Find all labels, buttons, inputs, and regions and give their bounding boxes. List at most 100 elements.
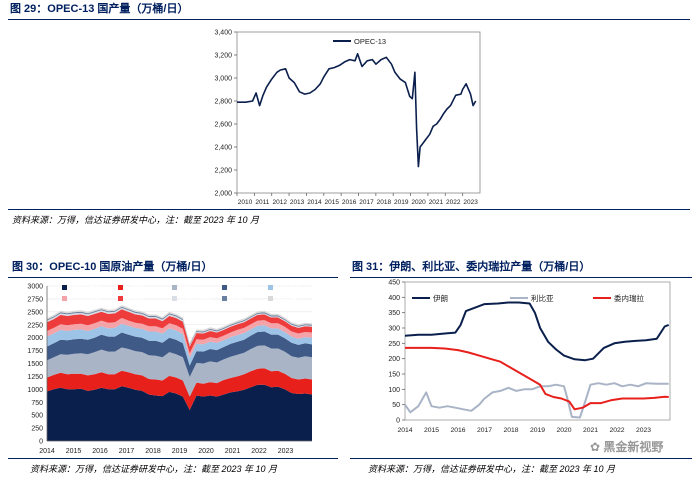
- x-tick-label: 2014: [39, 448, 55, 455]
- x-tick-label: 2020: [556, 427, 571, 434]
- y-tick-label: 150: [388, 372, 400, 379]
- x-tick-label: 2022: [446, 199, 461, 206]
- x-tick-label: 2017: [359, 199, 374, 206]
- x-tick-label: 2020: [411, 199, 426, 206]
- x-tick-label: 2023: [463, 199, 478, 206]
- figure-30-bottom-rule: [8, 458, 338, 459]
- x-tick-label: 2015: [66, 448, 82, 455]
- legend-label: 伊朗: [433, 293, 448, 303]
- legend-label: 阿联酋: [125, 283, 145, 292]
- figure-29-bottom-rule: [8, 209, 690, 210]
- x-tick-label: 2016: [450, 427, 465, 434]
- x-tick-label: 2023: [636, 427, 651, 434]
- x-tick-label: 2021: [583, 427, 598, 434]
- legend-swatch: [268, 285, 273, 290]
- y-tick-label: 1250: [27, 374, 43, 381]
- chart-opec13-production: 2,000 2,200 2,400 2,600 2,800 3,000 3,200 3,400…: [214, 30, 481, 206]
- figure-29-source: 资料来源：万得，信达证券研发中心，注：截至 2023 年 10 月: [12, 215, 260, 225]
- watermark: ✿ 黑金新视野: [590, 438, 663, 455]
- x-tick-label: 2010: [238, 199, 253, 206]
- legend-label: 科威特: [229, 283, 249, 292]
- x-tick-label: 2016: [92, 448, 108, 455]
- y-tick-label: 250: [388, 341, 400, 348]
- y-tick-label: 2,400: [214, 145, 232, 152]
- figure-31-top-rule: [350, 277, 692, 278]
- plot-frame: [404, 281, 671, 421]
- legend-swatch: [222, 296, 227, 301]
- figure-29-title: 图 29：OPEC-13 国产量（万桶/日）: [10, 3, 189, 15]
- y-tick-label: 450: [388, 280, 400, 287]
- area-7: [47, 309, 312, 354]
- legend-label: 刚果(布): [275, 294, 299, 303]
- chart-opec10-crude-production: 0 250 500 750 1000 1250 1500 1750 2000 2250 2500 27…: [27, 283, 312, 455]
- area-4: [47, 331, 312, 377]
- legend-swatch: [222, 285, 227, 290]
- legend-label-opec13: OPEC-13: [354, 37, 386, 46]
- y-tick-label: 1750: [27, 348, 43, 355]
- legend-label: 沙特阿拉伯: [69, 283, 102, 292]
- y-tick-label: 250: [31, 426, 43, 433]
- figure-30-top-rule: [8, 277, 338, 278]
- y-tick-label: 400: [388, 295, 400, 302]
- x-tick-label: 2019: [394, 199, 409, 206]
- x-tick-label: 2014: [397, 427, 412, 434]
- y-tick-label: 300: [388, 326, 400, 333]
- y-tick-label: 2500: [27, 309, 43, 316]
- legend-label: 尼日利亚: [275, 283, 302, 292]
- x-tick-label: 2018: [377, 199, 392, 206]
- y-tick-label: 2,200: [214, 168, 232, 175]
- x-tick-label: 2023: [278, 448, 294, 455]
- x-tick-label: 2017: [477, 427, 492, 434]
- legend-label: 赤道几内亚: [179, 294, 212, 303]
- series-line-iran: [404, 301, 670, 362]
- series-line-opec13: [237, 52, 477, 168]
- legend-swatch: [172, 296, 177, 301]
- area-3: [47, 345, 312, 397]
- x-tick-label: 2016: [342, 199, 357, 206]
- figure-30-source: 资料来源：万得，信达证券研发中心，注：截至 2023 年 10 月: [30, 464, 278, 474]
- x-tick-label: 2017: [119, 448, 135, 455]
- legend-label: 利比亚: [531, 293, 554, 303]
- watermark-text: 黑金新视野: [603, 440, 664, 454]
- y-tick-label: 0: [39, 439, 43, 446]
- figure-31-title: 图 31：伊朗、利比亚、委内瑞拉产量（万桶/日）: [352, 261, 591, 273]
- y-tick-label: 50: [392, 402, 400, 409]
- x-tick-label: 2019: [530, 427, 545, 434]
- legend-swatch: [118, 296, 123, 301]
- legend-swatch: [268, 296, 273, 301]
- y-tick-label: 3,400: [214, 30, 232, 37]
- y-tick-label: 2,000: [214, 191, 232, 198]
- y-tick-label: 0: [396, 418, 400, 425]
- y-tick-label: 3,000: [214, 76, 232, 83]
- y-tick-label: 2,800: [214, 99, 232, 106]
- y-tick-label: 2,600: [214, 122, 232, 129]
- figure-31-source: 资料来源：万得，信达证券研发中心，注：截至 2023 年 10 月: [368, 464, 616, 474]
- legend-swatch: [118, 285, 123, 290]
- x-tick-label: 2014: [307, 199, 322, 206]
- y-tick-label: 3000: [27, 284, 43, 291]
- y-tick-label: 350: [388, 310, 400, 317]
- x-tick-label: 2022: [251, 448, 267, 455]
- legend-swatch: [62, 285, 67, 290]
- y-tick-label: 3,200: [214, 53, 232, 60]
- y-tick-label: 500: [31, 413, 43, 420]
- x-tick-label: 2015: [325, 199, 340, 206]
- x-tick-label: 2021: [225, 448, 241, 455]
- figure-29-top-rule: [8, 19, 690, 20]
- x-tick-label: 2019: [172, 448, 188, 455]
- y-tick-label: 2000: [27, 335, 43, 342]
- y-tick-label: 2250: [27, 322, 43, 329]
- legend-swatch: [172, 285, 177, 290]
- area-1: [47, 384, 312, 441]
- area-2: [47, 368, 312, 410]
- x-tick-label: 2018: [503, 427, 518, 434]
- legend-label: 伊拉克: [179, 283, 199, 292]
- x-tick-label: 2013: [290, 199, 305, 206]
- x-tick-label: 2020: [198, 448, 214, 455]
- series-line-venezuela: [405, 346, 669, 411]
- figure-30-title: 图 30：OPEC-10 国原油产量（万桶/日）: [12, 261, 213, 273]
- y-tick-label: 750: [31, 400, 43, 407]
- legend-swatch: [62, 296, 67, 301]
- chart-iran-libya-venezuela: 0 50 100 150 200 250 300 350 400 450 2014 2015 2016 2…: [388, 280, 671, 434]
- x-tick-label: 2015: [424, 427, 439, 434]
